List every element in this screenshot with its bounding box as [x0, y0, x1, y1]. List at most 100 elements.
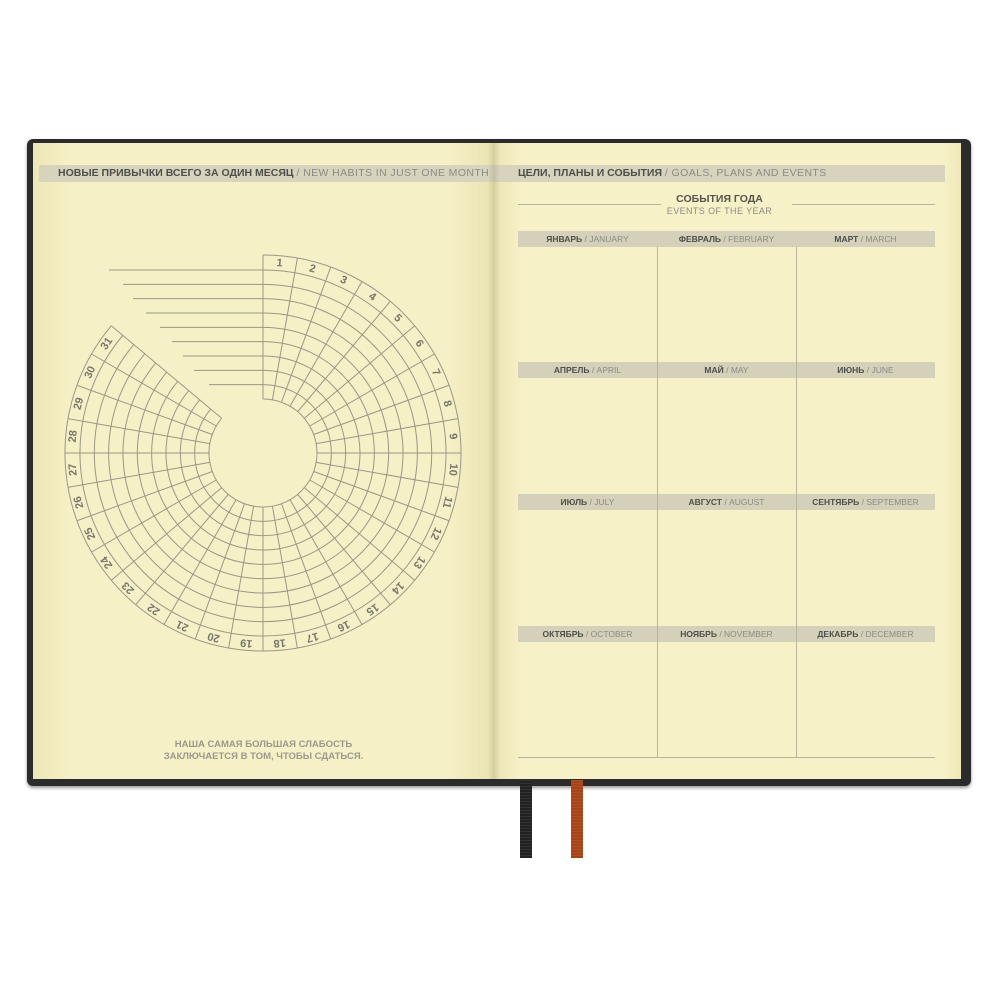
- left-page-header: НОВЫЕ ПРИВЫЧКИ ВСЕГО ЗА ОДИН МЕСЯЦ / NEW…: [39, 165, 494, 182]
- tracker-day-number: 10: [446, 463, 459, 476]
- tracker-day-divider: [76, 384, 213, 436]
- tracker-ring-10: [64, 254, 462, 652]
- month-ru: ИЮЛЬ: [560, 497, 588, 507]
- month-en: / JANUARY: [584, 234, 629, 244]
- tracker-day-number: 19: [240, 636, 253, 649]
- month-en: / AUGUST: [724, 497, 765, 507]
- tracker-day-divider: [316, 418, 459, 445]
- month-ru: НОЯБРЬ: [680, 629, 717, 639]
- tracker-day-divider: [91, 353, 217, 427]
- tracker-day-divider: [289, 281, 363, 407]
- tracker-day-divider: [280, 503, 332, 640]
- right-header-ru: ЦЕЛИ, ПЛАНЫ И СОБЫТИЯ: [518, 167, 662, 179]
- tracker-ring-6: [122, 312, 404, 594]
- grid-bottom-rule: [518, 757, 935, 758]
- quote: НАША САМАЯ БОЛЬШАЯ СЛАБОСТЬ ЗАКЛЮЧАЕТСЯ …: [33, 739, 494, 763]
- tracker-day-divider: [313, 470, 450, 522]
- month-ru: АПРЕЛЬ: [553, 365, 590, 375]
- tracker-day-number: 20: [206, 630, 221, 645]
- month-ru: ФЕВРАЛЬ: [678, 234, 722, 244]
- month-en: / JULY: [589, 497, 615, 507]
- tracker-day-divider: [228, 506, 255, 649]
- month-header-8: АВГУСТ / AUGUST: [657, 494, 796, 510]
- month-header-7: ИЮЛЬ / JULY: [518, 494, 657, 510]
- month-header-12: ДЕКАБРЬ / DECEMBER: [796, 626, 935, 642]
- month-header-1: ЯНВАРЬ / JANUARY: [518, 231, 657, 247]
- right-header-en: / GOALS, PLANS AND EVENTS: [664, 167, 827, 179]
- tracker-ring-5: [136, 326, 390, 580]
- tracker-day-number: 27: [67, 463, 80, 476]
- left-header-ru: НОВЫЕ ПРИВЫЧКИ ВСЕГО ЗА ОДИН МЕСЯЦ: [58, 167, 294, 179]
- month-ru: АВГУСТ: [688, 497, 722, 507]
- events-title-en: EVENTS OF THE YEAR: [666, 206, 773, 216]
- tracker-day-divider: [280, 266, 332, 403]
- month-header-2: ФЕВРАЛЬ / FEBRUARY: [657, 231, 796, 247]
- tracker-day-number: 7: [429, 367, 442, 378]
- tracker-day-number: 4: [366, 290, 379, 304]
- month-header-5: МАЙ / MAY: [657, 362, 796, 378]
- tracker-day-divider: [135, 494, 229, 605]
- tracker-day-number: 2: [308, 262, 317, 275]
- left-header-en: / NEW HABITS IN JUST ONE MONTH: [296, 167, 490, 179]
- month-ru: ЯНВАРЬ: [546, 234, 583, 244]
- tracker-day-number: 15: [364, 601, 381, 618]
- tracker-day-number: 30: [82, 364, 98, 380]
- spine-gutter: [488, 143, 500, 779]
- tracker-ring-4: [151, 341, 375, 565]
- tracker-day-divider: [304, 487, 415, 581]
- tracker-day-divider: [297, 301, 391, 412]
- tracker-day-number: 26: [72, 495, 87, 510]
- tracker-day-number: 9: [447, 433, 459, 440]
- tracker-ring-8: [93, 283, 433, 623]
- tracker-day-number: 16: [335, 618, 351, 634]
- tracker-day-divider: [271, 506, 298, 649]
- tracker-day-divider: [67, 461, 210, 488]
- tracker-day-number: 8: [440, 399, 453, 408]
- tracker-day-number: 24: [98, 553, 115, 571]
- events-title: СОБЫТИЯ ГОДА EVENTS OF THE YEAR: [494, 193, 945, 216]
- tracker-day-number: 17: [305, 630, 320, 645]
- tracker-day-divider: [271, 257, 298, 400]
- tracker-day-divider: [297, 494, 391, 605]
- quote-line-1: НАША САМАЯ БОЛЬШАЯ СЛАБОСТЬ: [174, 739, 353, 750]
- month-en: / OCTOBER: [585, 629, 633, 639]
- bookmark-ribbon-black[interactable]: [520, 780, 532, 858]
- month-header-11: НОЯБРЬ / NOVEMBER: [657, 626, 796, 642]
- tracker-day-number: 3: [338, 274, 349, 287]
- month-header-9: СЕНТЯБРЬ / SEPTEMBER: [796, 494, 935, 510]
- tracker-day-divider: [309, 353, 435, 427]
- title-rule-left: [518, 204, 661, 205]
- months-grid: ЯНВАРЬ / JANUARY ФЕВРАЛЬ / FEBRUARY МАРТ /…: [518, 231, 935, 758]
- month-en: / MARCH: [860, 234, 897, 244]
- tracker-day-divider: [76, 470, 213, 522]
- tracker-ring-2: [179, 369, 347, 537]
- month-en: / NOVEMBER: [719, 629, 773, 639]
- tracker-day-divider: [316, 461, 459, 488]
- month-header-6: ИЮНЬ / JUNE: [796, 362, 935, 378]
- tracker-day-number: 25: [82, 525, 98, 541]
- month-en: / MAY: [726, 365, 749, 375]
- month-header-4: АПРЕЛЬ / APRIL: [518, 362, 657, 378]
- tracker-day-divider: [289, 499, 363, 625]
- month-en: / JUNE: [866, 365, 894, 375]
- events-title-ru: СОБЫТИЯ ГОДА: [676, 193, 763, 205]
- right-page-header: ЦЕЛИ, ПЛАНЫ И СОБЫТИЯ / GOALS, PLANS AND…: [494, 165, 945, 182]
- tracker-day-divider: [91, 479, 217, 553]
- title-rule-right: [792, 204, 935, 205]
- month-en: / DECEMBER: [860, 629, 914, 639]
- month-en: / SEPTEMBER: [861, 497, 919, 507]
- tracker-day-divider: [313, 384, 450, 436]
- tracker-day-number: 22: [145, 601, 162, 618]
- month-ru: ИЮНЬ: [837, 365, 865, 375]
- month-header-10: ОКТЯБРЬ / OCTOBER: [518, 626, 657, 642]
- month-ru: МАРТ: [834, 234, 859, 244]
- tracker-day-number: 1: [276, 257, 283, 269]
- month-ru: МАЙ: [704, 365, 724, 375]
- tracker-day-divider: [67, 418, 210, 445]
- left-page: НОВЫЕ ПРИВЫЧКИ ВСЕГО ЗА ОДИН МЕСЯЦ / NEW…: [33, 143, 494, 779]
- tracker-day-number: 6: [412, 338, 425, 350]
- bookmark-ribbon-orange[interactable]: [571, 780, 583, 858]
- month-ru: ДЕКАБРЬ: [817, 629, 859, 639]
- month-en: / FEBRUARY: [723, 234, 775, 244]
- tracker-ring-7: [108, 298, 418, 608]
